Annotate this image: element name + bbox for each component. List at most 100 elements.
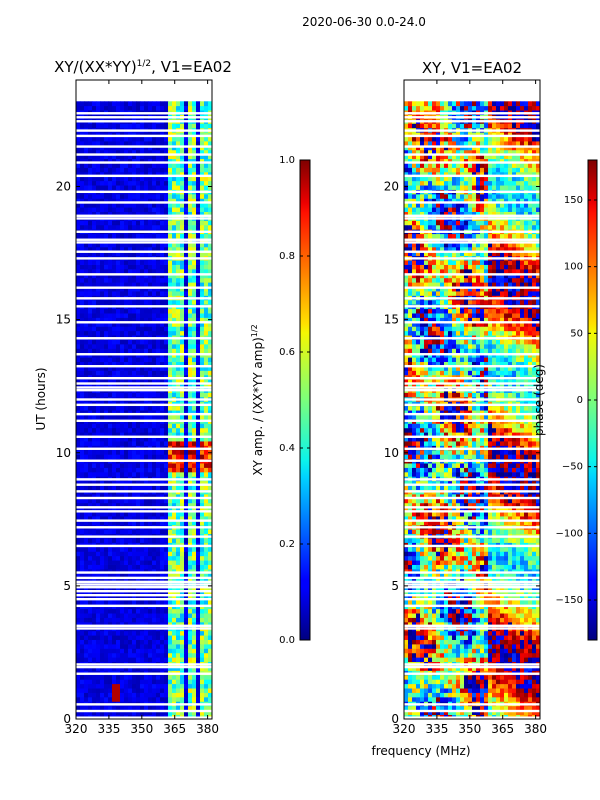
- flagged-row: [76, 273, 212, 276]
- heatmap-cell: [88, 282, 93, 288]
- heatmap-cell: [136, 171, 141, 177]
- heatmap-cell: [160, 321, 165, 327]
- heatmap-cell: [84, 410, 89, 415]
- heatmap-cell: [76, 330, 81, 336]
- heatmap-cell: [116, 392, 121, 398]
- heatmap-cell: [196, 441, 201, 446]
- heatmap-cell: [148, 357, 153, 363]
- heatmap-cell: [192, 405, 197, 411]
- heatmap-cell: [100, 573, 105, 579]
- heatmap-cell: [188, 242, 193, 248]
- heatmap-cell: [152, 705, 157, 711]
- heatmap-cell: [92, 202, 97, 208]
- heatmap-cell: [152, 405, 157, 411]
- heatmap-cell: [188, 674, 193, 680]
- heatmap-cell: [160, 405, 165, 411]
- heatmap-cell: [160, 643, 165, 649]
- heatmap-cell: [116, 105, 121, 111]
- heatmap-cell: [112, 193, 117, 199]
- heatmap-cell: [132, 185, 137, 190]
- heatmap-cell: [132, 436, 137, 442]
- heatmap-cell: [156, 599, 161, 605]
- heatmap-cell: [136, 516, 141, 521]
- heatmap-cell: [200, 608, 205, 614]
- heatmap-cell: [80, 643, 85, 649]
- heatmap-cell: [100, 586, 105, 592]
- heatmap-cell: [132, 291, 137, 296]
- heatmap-cell: [148, 555, 153, 561]
- heatmap-cell: [128, 657, 133, 663]
- heatmap-cell: [100, 639, 105, 645]
- heatmap-cell: [112, 198, 117, 204]
- heatmap-cell: [136, 643, 141, 649]
- heatmap-cell: [76, 529, 81, 535]
- heatmap-cell: [112, 599, 117, 605]
- heatmap-cell: [168, 710, 173, 715]
- heatmap-cell: [80, 652, 85, 658]
- heatmap-cell: [136, 630, 141, 636]
- heatmap-cell: [180, 405, 185, 411]
- heatmap-cell: [132, 321, 137, 327]
- heatmap-cell: [176, 657, 181, 663]
- heatmap-cell: [96, 357, 101, 363]
- heatmap-cell: [192, 282, 197, 288]
- heatmap-cell: [192, 242, 197, 248]
- heatmap-cell: [100, 339, 105, 345]
- heatmap-cell: [104, 630, 109, 636]
- heatmap-cell: [88, 343, 93, 349]
- heatmap-cell: [156, 538, 161, 543]
- heatmap-cell: [200, 383, 205, 389]
- heatmap-cell: [132, 326, 137, 332]
- heatmap-cell: [196, 551, 201, 557]
- heatmap-cell: [144, 180, 149, 186]
- heatmap-cell: [184, 405, 189, 411]
- heatmap-cell: [144, 564, 149, 570]
- heatmap-cell: [96, 573, 101, 579]
- heatmap-cell: [176, 591, 181, 596]
- heatmap-cell: [168, 696, 173, 702]
- heatmap-cell: [140, 176, 145, 182]
- heatmap-cell: [180, 392, 185, 398]
- heatmap-cell: [148, 277, 153, 283]
- heatmap-cell: [180, 639, 185, 645]
- heatmap-cell: [104, 141, 109, 146]
- heatmap-cell: [196, 546, 201, 552]
- heatmap-cell: [84, 242, 89, 248]
- heatmap-cell: [156, 220, 161, 226]
- heatmap-cell: [192, 291, 197, 296]
- heatmap-cell: [132, 617, 137, 623]
- heatmap-cell: [124, 599, 129, 605]
- heatmap-cell: [136, 414, 141, 420]
- heatmap-cell: [208, 167, 212, 173]
- heatmap-cell: [164, 149, 169, 155]
- heatmap-cell: [128, 480, 133, 486]
- heatmap-cell: [116, 299, 121, 305]
- heatmap-cell: [80, 171, 85, 177]
- heatmap-cell: [116, 441, 121, 446]
- heatmap-cell: [124, 132, 129, 137]
- heatmap-cell: [152, 180, 157, 186]
- heatmap-cell: [76, 348, 81, 354]
- heatmap-cell: [156, 463, 161, 468]
- heatmap-cell: [184, 679, 189, 685]
- heatmap-cell: [92, 198, 97, 204]
- heatmap-cell: [88, 511, 93, 517]
- heatmap-cell: [188, 573, 193, 579]
- heatmap-cell: [96, 577, 101, 583]
- heatmap-cell: [196, 454, 201, 460]
- heatmap-cell: [132, 657, 137, 663]
- heatmap-cell: [84, 551, 89, 557]
- heatmap-cell: [104, 560, 109, 565]
- heatmap-cell: [184, 268, 189, 274]
- heatmap-cell: [208, 652, 212, 658]
- heatmap-cell: [160, 502, 165, 508]
- heatmap-cell: [124, 260, 129, 265]
- flagged-row: [76, 496, 212, 500]
- heatmap-cell: [148, 551, 153, 557]
- heatmap-cell: [112, 595, 117, 601]
- heatmap-cell: [188, 383, 193, 389]
- heatmap-cell: [176, 136, 181, 142]
- heatmap-cell: [156, 185, 161, 190]
- heatmap-cell: [460, 710, 465, 715]
- heatmap-cell: [112, 688, 117, 693]
